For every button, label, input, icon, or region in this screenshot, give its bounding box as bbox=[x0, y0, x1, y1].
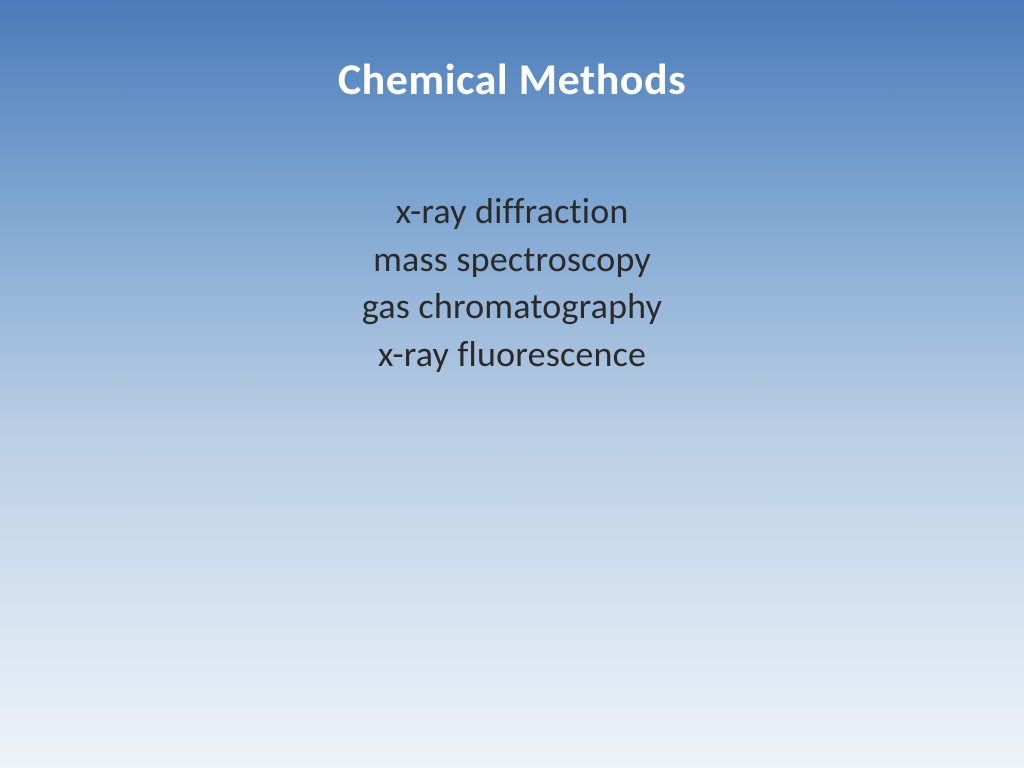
body-line-3: gas chromatography bbox=[362, 283, 662, 331]
body-line-1: x-ray diffraction bbox=[362, 188, 662, 236]
presentation-slide: Chemical Methods x-ray diffraction mass … bbox=[0, 0, 1024, 768]
body-line-4: x-ray fluorescence bbox=[362, 331, 662, 379]
slide-title: Chemical Methods bbox=[338, 52, 686, 106]
body-line-2: mass spectroscopy bbox=[362, 236, 662, 284]
slide-body: x-ray diffraction mass spectroscopy gas … bbox=[362, 188, 662, 378]
